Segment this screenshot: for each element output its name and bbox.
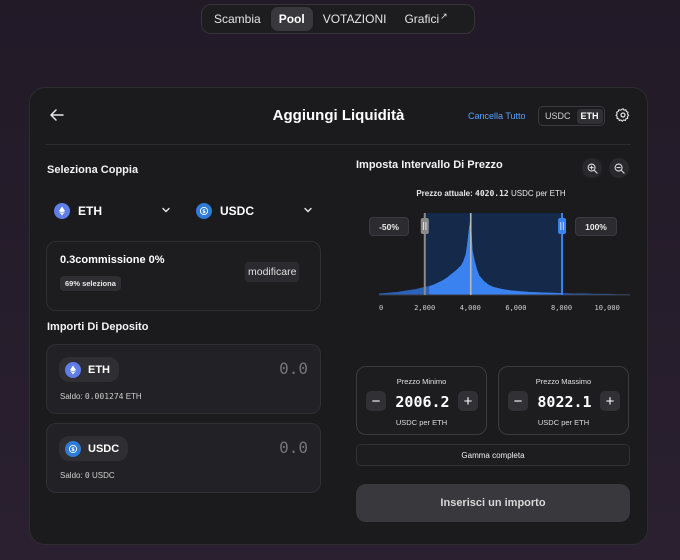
price-range-title: Imposta Intervallo Di Prezzo — [356, 159, 503, 171]
liquidity-area-selected — [429, 221, 562, 295]
token-b-select[interactable]: $ USDC — [188, 196, 321, 226]
x-axis-ticks: 0 2,000 4,000 6,000 8,000 10,000 — [379, 304, 620, 312]
balance-unit: USDC — [91, 471, 115, 480]
token-b-label: USDC — [220, 204, 255, 218]
balance-value: 0.001274 — [84, 392, 124, 401]
full-range-button[interactable]: Gamma completa — [356, 444, 630, 466]
balance-value: 0 — [84, 471, 90, 480]
balance-label: Saldo: — [60, 392, 83, 401]
gear-icon[interactable] — [615, 107, 631, 123]
top-nav: Scambia Pool VOTAZIONI Grafici ↗ — [201, 4, 475, 34]
current-price-readout: Prezzo attuale: 4020.12 USDC per ETH — [356, 189, 626, 198]
deposit-eth-balance: Saldo: 0.001274 ETH — [60, 392, 142, 401]
min-price-box: Prezzo Minimo − + USDC per ETH — [356, 366, 487, 435]
zoom-in-icon — [587, 163, 598, 174]
zoom-out-icon — [614, 163, 625, 174]
nav-item-pool[interactable]: Pool — [270, 7, 313, 31]
page-title: Aggiungi Liquidità — [272, 107, 405, 124]
min-price-drag-handle[interactable] — [420, 218, 429, 234]
max-percent-label: 100% — [575, 217, 617, 236]
nav-item-label: Grafici — [404, 12, 440, 26]
current-price-unit: USDC per ETH — [510, 189, 566, 198]
deposit-eth-token: ETH — [59, 357, 119, 382]
plus-icon: + — [605, 392, 615, 410]
min-price-unit: USDC per ETH — [395, 418, 448, 427]
max-price-unit: USDC per ETH — [537, 418, 590, 427]
fee-tier-title: 0.3commissione 0% — [60, 254, 165, 266]
zoom-in-button[interactable] — [582, 158, 602, 178]
fee-tier-box: 0.3commissione 0% 69% seleziona modifica… — [46, 241, 321, 311]
chevron-down-icon — [162, 207, 170, 213]
deposit-eth-input[interactable] — [168, 359, 308, 378]
base-token-toggle: USDC ETH — [538, 106, 605, 126]
select-pair-title: Seleziona Coppia — [47, 164, 139, 176]
toggle-eth[interactable]: ETH — [576, 108, 603, 124]
fee-selection-badge: 69% seleziona — [60, 276, 121, 291]
balance-label: Saldo: — [60, 471, 83, 480]
token-a-select[interactable]: ETH — [46, 196, 179, 226]
max-price-decrement-button[interactable]: − — [508, 391, 528, 411]
max-price-box: Prezzo Massimo − + USDC per ETH — [498, 366, 629, 435]
x-tick-label: 4,000 — [460, 304, 481, 312]
minus-icon: − — [513, 392, 523, 410]
min-price-increment-button[interactable]: + — [458, 391, 478, 411]
x-tick-label: 8,000 — [551, 304, 572, 312]
x-tick-label: 10,000 — [595, 304, 620, 312]
max-price-increment-button[interactable]: + — [600, 391, 620, 411]
deposit-token-label: USDC — [88, 442, 120, 455]
nav-item-grafici[interactable]: Grafici ↗ — [396, 7, 455, 31]
max-price-drag-handle[interactable] — [558, 218, 567, 234]
nav-item-scambia[interactable]: Scambia — [206, 7, 269, 31]
current-price-value: 4020.12 — [475, 189, 509, 198]
header-divider — [46, 144, 631, 145]
svg-text:$: $ — [71, 446, 75, 452]
x-tick-label: 6,000 — [505, 304, 526, 312]
deposit-usdc-token: $ USDC — [59, 436, 129, 461]
minus-icon: − — [371, 392, 381, 410]
max-price-input[interactable] — [531, 393, 598, 411]
deposit-amounts-title: Importi Di Deposito — [47, 321, 149, 333]
nav-item-votazioni[interactable]: VOTAZIONI — [315, 7, 395, 31]
min-percent-label: -50% — [369, 217, 409, 236]
toggle-usdc[interactable]: USDC — [545, 111, 571, 121]
chevron-down-icon — [304, 207, 312, 213]
usdc-icon: $ — [196, 203, 212, 219]
usdc-icon: $ — [65, 440, 81, 457]
external-link-icon: ↗ — [440, 10, 448, 21]
drag-handle-grip — [420, 218, 429, 234]
balance-unit: ETH — [125, 392, 142, 401]
token-a-label: ETH — [78, 204, 102, 218]
edit-fee-button[interactable]: modificare — [245, 262, 300, 282]
nav-item-label: Scambia — [214, 12, 261, 26]
min-price-title: Prezzo Minimo — [396, 377, 447, 386]
deposit-usdc-balance: Saldo: 0 USDC — [60, 471, 115, 480]
eth-icon — [54, 203, 70, 219]
arrow-left-icon[interactable] — [48, 106, 66, 124]
nav-item-label: VOTAZIONI — [322, 12, 387, 26]
zoom-out-button[interactable] — [609, 158, 629, 178]
max-price-title: Prezzo Massimo — [535, 377, 592, 386]
enter-amount-button[interactable]: Inserisci un importo — [356, 484, 630, 522]
liquidity-chart[interactable]: 0 2,000 4,000 6,000 8,000 10,000 — [350, 213, 630, 353]
drag-handle-grip — [558, 218, 567, 234]
eth-icon — [65, 361, 81, 378]
deposit-usdc-input[interactable] — [168, 438, 308, 457]
plus-icon: + — [463, 392, 473, 410]
svg-text:$: $ — [202, 209, 206, 215]
min-price-decrement-button[interactable]: − — [366, 391, 386, 411]
min-price-input[interactable] — [389, 393, 456, 411]
nav-item-label: Pool — [278, 12, 305, 26]
x-tick-label: 2,000 — [414, 304, 435, 312]
current-price-label: Prezzo attuale: — [416, 189, 473, 198]
x-tick-label: 0 — [379, 304, 383, 312]
deposit-eth-box: ETH Saldo: 0.001274 ETH — [46, 344, 321, 414]
clear-all-link[interactable]: Cancella Tutto — [468, 111, 526, 121]
add-liquidity-card: Aggiungi Liquidità Cancella Tutto USDC E… — [29, 87, 648, 545]
deposit-token-label: ETH — [88, 363, 110, 376]
deposit-usdc-box: $ USDC Saldo: 0 USDC — [46, 423, 321, 493]
